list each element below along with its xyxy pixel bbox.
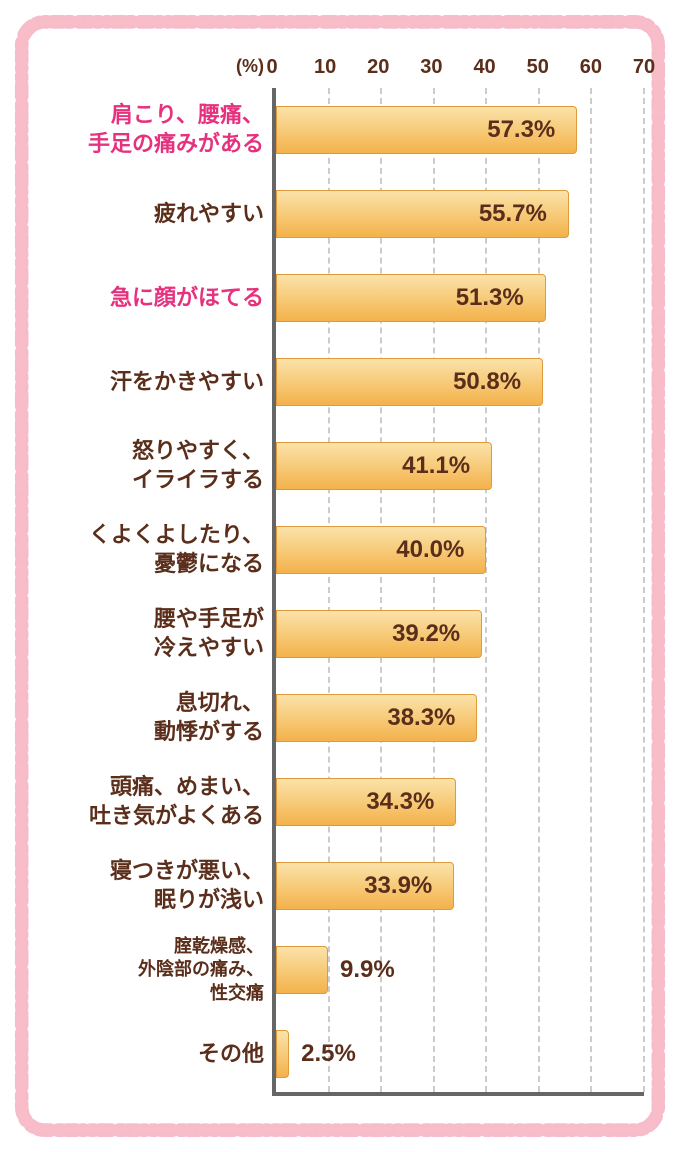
bar-chart: (%) 010203040506070 57.3%55.7%51.3%50.8%… — [36, 48, 644, 1096]
x-tick: 60 — [580, 56, 602, 79]
category-label: 寝つきが悪い、 眠りが浅い — [110, 857, 264, 914]
bar — [276, 1030, 289, 1078]
bar-row: 41.1% — [276, 442, 644, 490]
bars-container: 57.3% 55.7% 51.3% 50.8% 41.1% 40.0% 39.2% 38.3%… — [276, 88, 644, 1092]
bar-row: 33.9% — [276, 862, 644, 910]
bar-row: 38.3% — [276, 694, 644, 742]
x-axis-ticks: 010203040506070 — [272, 56, 644, 80]
category-label: 息切れ、 動悸がする — [154, 689, 264, 746]
bar-value: 51.3% — [456, 284, 524, 312]
bar-value: 40.0% — [396, 536, 464, 564]
x-tick: 20 — [367, 56, 389, 79]
bar-value: 50.8% — [453, 368, 521, 396]
bar-row: 57.3% — [276, 106, 644, 154]
bar-value: 33.9% — [364, 872, 432, 900]
bar-value: 38.3% — [387, 704, 455, 732]
x-tick: 0 — [266, 56, 277, 79]
bar-row: 9.9% — [276, 946, 644, 994]
x-tick: 10 — [314, 56, 336, 79]
axis-header: (%) 010203040506070 — [36, 48, 644, 88]
bar-row: 40.0% — [276, 526, 644, 574]
unit-label: (%) — [236, 56, 264, 77]
x-tick: 50 — [527, 56, 549, 79]
bar-row: 50.8% — [276, 358, 644, 406]
x-tick: 40 — [473, 56, 495, 79]
bar-row: 39.2% — [276, 610, 644, 658]
bar-value: 41.1% — [402, 452, 470, 480]
x-tick: 30 — [420, 56, 442, 79]
category-label: その他 — [198, 1040, 264, 1069]
x-tick: 70 — [633, 56, 655, 79]
bar-value: 2.5% — [301, 1040, 356, 1068]
bar-value: 57.3% — [487, 116, 555, 144]
bar-value: 55.7% — [479, 200, 547, 228]
category-label: 頭痛、めまい、 吐き気がよくある — [89, 773, 264, 830]
bar-row: 34.3% — [276, 778, 644, 826]
bar-value: 39.2% — [392, 620, 460, 648]
category-label: 汗をかきやすい — [110, 368, 264, 397]
plot-area: 57.3% 55.7% 51.3% 50.8% 41.1% 40.0% 39.2% 38.3%… — [272, 88, 644, 1096]
bar-row: 55.7% — [276, 190, 644, 238]
bar-value: 34.3% — [366, 788, 434, 816]
bar-value: 9.9% — [340, 956, 395, 984]
category-labels: 肩こり、腰痛、 手足の痛みがある疲れやすい急に顔がほてる汗をかきやすい怒りやすく… — [36, 88, 264, 1096]
category-label: 疲れやすい — [154, 200, 264, 229]
bar — [276, 946, 328, 994]
category-label: 腟乾燥感、 外陰部の痛み、 性交痛 — [138, 935, 264, 1005]
bar-row: 2.5% — [276, 1030, 644, 1078]
category-label: 怒りやすく、 イライラする — [132, 437, 264, 494]
category-label: 腰や手足が 冷えやすい — [154, 605, 264, 662]
category-label: 急に顔がほてる — [110, 284, 264, 313]
category-label: くよくよしたり、 憂鬱になる — [89, 521, 264, 578]
bar-row: 51.3% — [276, 274, 644, 322]
category-label: 肩こり、腰痛、 手足の痛みがある — [88, 101, 264, 158]
